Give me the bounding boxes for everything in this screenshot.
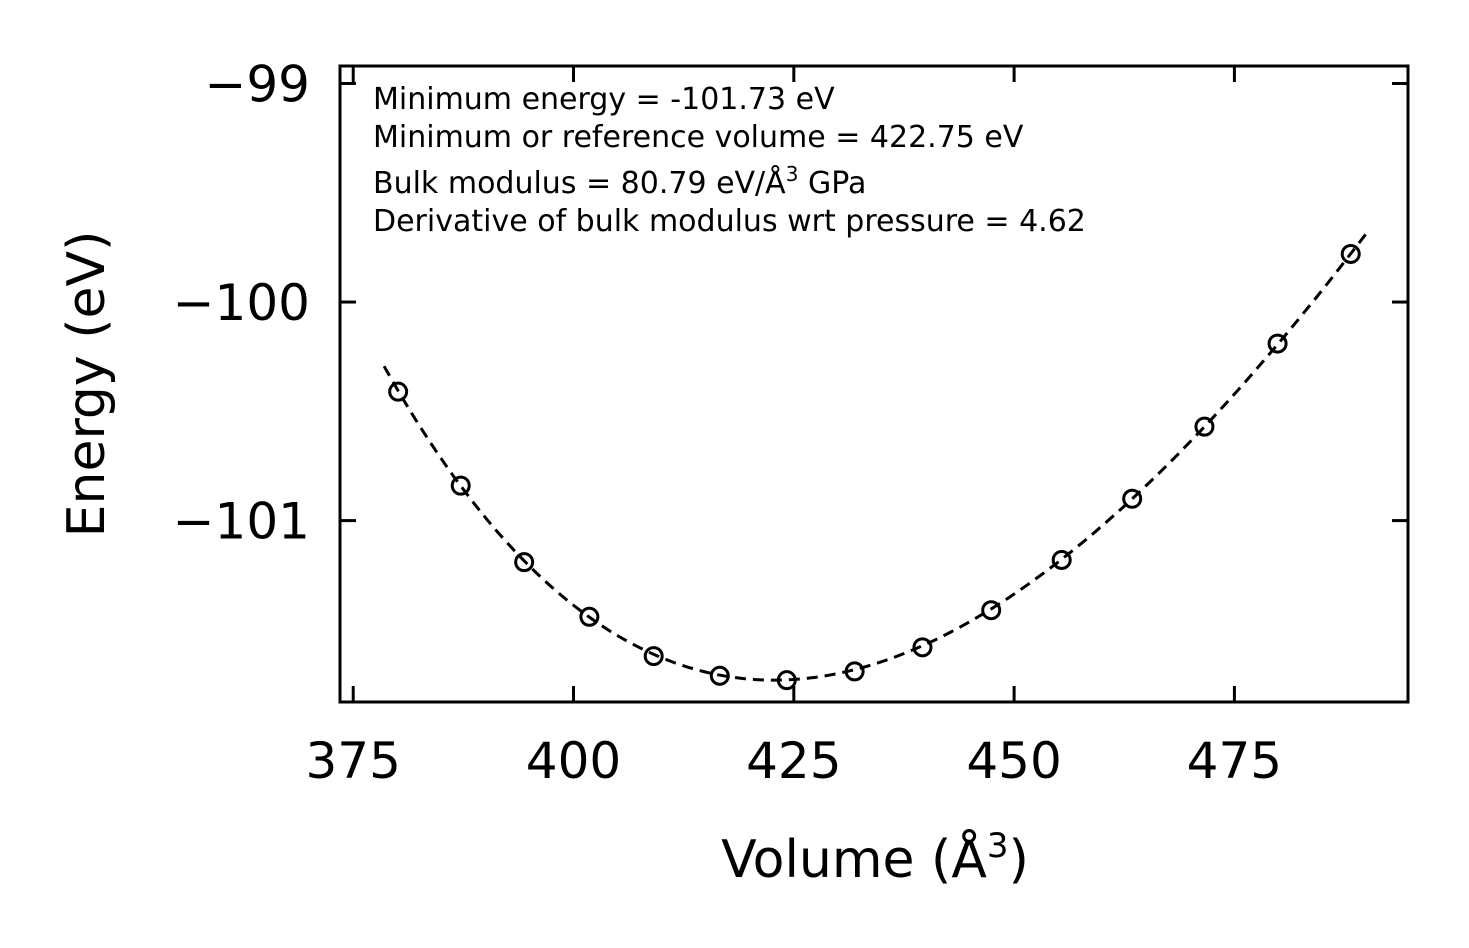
annotation-min-energy: Minimum energy = -101.73 eV <box>373 82 835 117</box>
data-point <box>388 381 409 402</box>
data-point <box>709 665 730 686</box>
data-point <box>912 637 933 658</box>
data-point <box>579 606 600 627</box>
data-point <box>981 600 1002 621</box>
y-tick-label: −101 <box>173 493 310 551</box>
x-tick-label: 400 <box>526 732 621 790</box>
annotation-bulk-modulus: Bulk modulus = 80.79 eV/Å3 GPa <box>373 162 866 201</box>
annotation-bulk-modulus-sup: 3 <box>786 162 799 186</box>
x-tick-label: 475 <box>1187 732 1282 790</box>
data-point <box>1267 333 1288 354</box>
x-tick-label: 450 <box>966 732 1061 790</box>
data-point <box>1122 488 1143 509</box>
data-point <box>643 646 664 667</box>
plot-frame <box>338 64 1410 704</box>
x-axis-label-text: Volume (Å <box>721 828 987 890</box>
x-tick-label: 425 <box>746 732 841 790</box>
annotation-ref-volume: Minimum or reference volume = 422.75 eV <box>373 120 1024 155</box>
annotation-bulk-modulus-unit: GPa <box>798 166 866 201</box>
y-tick-label: −100 <box>173 274 310 332</box>
x-axis-label-end: ) <box>1009 830 1029 890</box>
data-point <box>776 670 797 691</box>
data-point <box>450 475 471 496</box>
x-tick-label: 375 <box>305 732 400 790</box>
data-point <box>1340 243 1361 264</box>
y-axis-label: Energy (eV) <box>57 231 117 538</box>
annotation-bulk-modulus-derivative: Derivative of bulk modulus wrt pressure … <box>373 204 1086 239</box>
data-point <box>844 661 865 682</box>
data-point <box>1194 416 1215 437</box>
x-axis-label-sup: 3 <box>987 826 1009 866</box>
x-axis-label: Volume (Å3) <box>721 826 1029 890</box>
fit-line <box>382 232 1368 682</box>
annotation-bulk-modulus-text: Bulk modulus = 80.79 eV/Å <box>373 165 786 201</box>
data-point <box>1051 549 1072 570</box>
data-point <box>514 552 535 573</box>
y-tick-label: −99 <box>204 55 310 113</box>
